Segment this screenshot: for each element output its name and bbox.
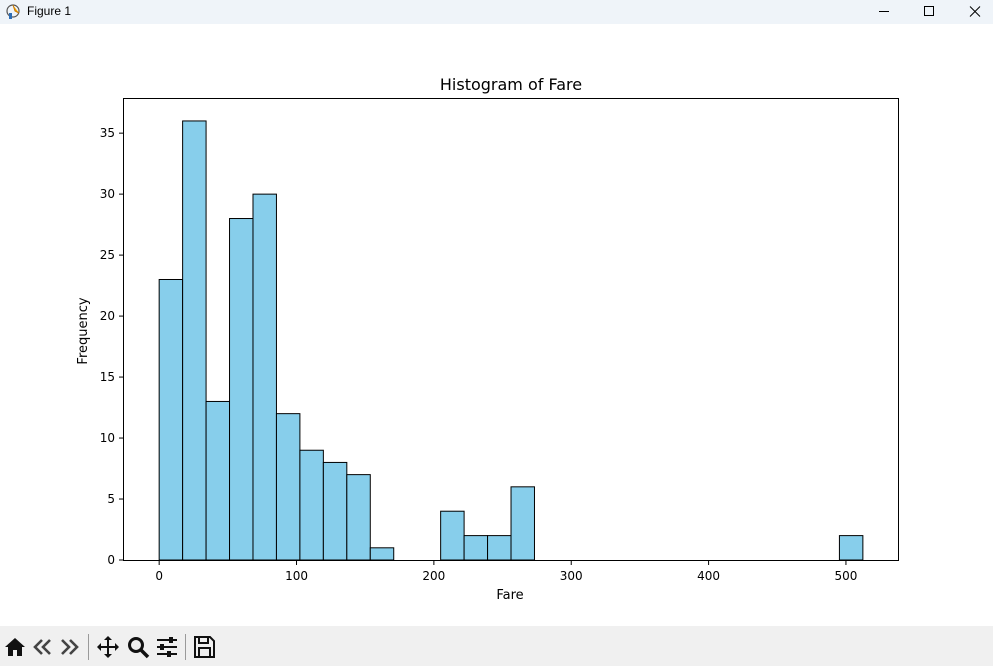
- histogram-bar: [252, 193, 277, 561]
- histogram-bar: [369, 547, 395, 561]
- y-axis-label: Frequency: [76, 297, 91, 364]
- histogram-bar: [440, 510, 465, 561]
- close-button[interactable]: [952, 0, 993, 24]
- configure-subplots-icon[interactable]: [155, 635, 179, 659]
- toolbar-separator: [185, 634, 186, 660]
- figure-canvas: Histogram of Fare 0 100 200 300 400 500 0 5 10 1…: [0, 24, 993, 626]
- y-tick-label: 30: [100, 187, 115, 201]
- forward-icon[interactable]: [57, 635, 81, 659]
- window-title: Figure 1: [27, 4, 72, 18]
- back-icon[interactable]: [31, 635, 55, 659]
- maximize-button[interactable]: [906, 0, 952, 24]
- histogram-bar: [299, 449, 324, 561]
- axes-frame: [123, 98, 899, 561]
- app-icon: [6, 4, 20, 19]
- minimize-button[interactable]: [861, 0, 907, 24]
- save-icon[interactable]: [192, 635, 216, 659]
- histogram-bar: [322, 461, 348, 561]
- x-tick-label: 100: [285, 569, 308, 583]
- y-tick-label: 10: [100, 431, 115, 445]
- y-tick-label: 0: [107, 553, 115, 567]
- x-tick-label: 300: [560, 569, 583, 583]
- y-tick-label: 5: [107, 492, 115, 506]
- x-tick-label: 200: [422, 569, 445, 583]
- chart-title: Histogram of Fare: [440, 75, 582, 94]
- histogram-bar: [463, 535, 489, 561]
- histogram-bar: [275, 413, 301, 561]
- y-tick-label: 20: [100, 309, 115, 323]
- histogram-bar: [229, 218, 254, 561]
- histogram-bar: [205, 400, 231, 561]
- histogram-bar: [838, 535, 864, 561]
- y-tick-label: 25: [100, 248, 115, 262]
- y-tick-label: 15: [100, 370, 115, 384]
- zoom-icon[interactable]: [126, 635, 150, 659]
- histogram-bar: [346, 474, 371, 561]
- histogram-bar: [510, 486, 535, 561]
- x-tick-label: 0: [155, 569, 163, 583]
- histogram-bar: [158, 278, 184, 561]
- maximize-icon: [924, 6, 934, 16]
- x-tick-label: 400: [697, 569, 720, 583]
- histogram-chart: Histogram of Fare 0 100 200 300 400 500 0 5 10 1…: [76, 75, 899, 603]
- minimize-icon: [879, 11, 889, 12]
- toolbar-separator: [88, 634, 89, 660]
- y-tick-label: 35: [100, 126, 115, 140]
- x-tick-label: 500: [834, 569, 857, 583]
- close-icon: [969, 6, 981, 17]
- pan-icon[interactable]: [96, 635, 120, 659]
- histogram-bar: [487, 535, 512, 561]
- home-icon[interactable]: [3, 635, 27, 659]
- navigation-toolbar: [0, 626, 993, 666]
- title-bar: Figure 1: [0, 0, 993, 24]
- histogram-bar: [182, 120, 207, 561]
- x-axis-label: Fare: [496, 588, 523, 603]
